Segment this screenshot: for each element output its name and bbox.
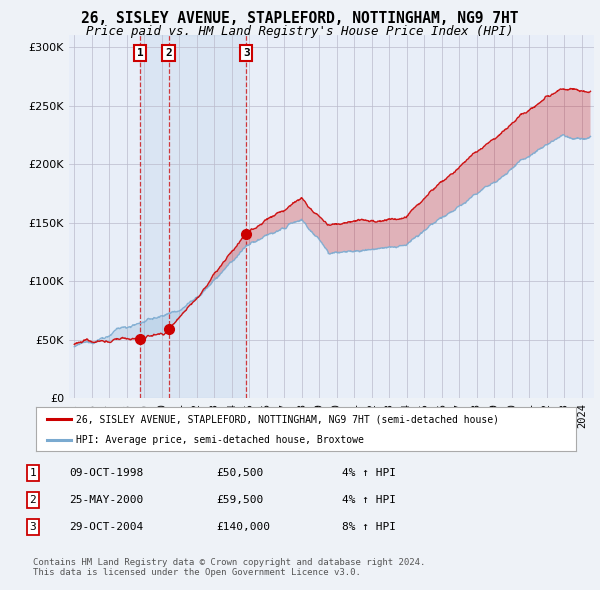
Text: 1: 1: [29, 468, 37, 478]
Text: HPI: Average price, semi-detached house, Broxtowe: HPI: Average price, semi-detached house,…: [77, 435, 364, 445]
Text: 29-OCT-2004: 29-OCT-2004: [69, 522, 143, 532]
Text: Price paid vs. HM Land Registry's House Price Index (HPI): Price paid vs. HM Land Registry's House …: [86, 25, 514, 38]
Text: 09-OCT-1998: 09-OCT-1998: [69, 468, 143, 478]
Text: 2: 2: [165, 48, 172, 58]
Text: £50,500: £50,500: [216, 468, 263, 478]
Text: £59,500: £59,500: [216, 496, 263, 505]
Text: 4% ↑ HPI: 4% ↑ HPI: [342, 496, 396, 505]
Text: 4% ↑ HPI: 4% ↑ HPI: [342, 468, 396, 478]
Text: 2: 2: [29, 496, 37, 505]
Text: 26, SISLEY AVENUE, STAPLEFORD, NOTTINGHAM, NG9 7HT (semi-detached house): 26, SISLEY AVENUE, STAPLEFORD, NOTTINGHA…: [77, 414, 499, 424]
Bar: [140, 35, 246, 398]
Text: £140,000: £140,000: [216, 522, 270, 532]
Text: 8% ↑ HPI: 8% ↑ HPI: [342, 522, 396, 532]
Text: 26, SISLEY AVENUE, STAPLEFORD, NOTTINGHAM, NG9 7HT: 26, SISLEY AVENUE, STAPLEFORD, NOTTINGHA…: [81, 11, 519, 25]
Text: 25-MAY-2000: 25-MAY-2000: [69, 496, 143, 505]
Text: 3: 3: [243, 48, 250, 58]
Text: 3: 3: [29, 522, 37, 532]
Text: Contains HM Land Registry data © Crown copyright and database right 2024.
This d: Contains HM Land Registry data © Crown c…: [33, 558, 425, 577]
Text: 1: 1: [137, 48, 143, 58]
